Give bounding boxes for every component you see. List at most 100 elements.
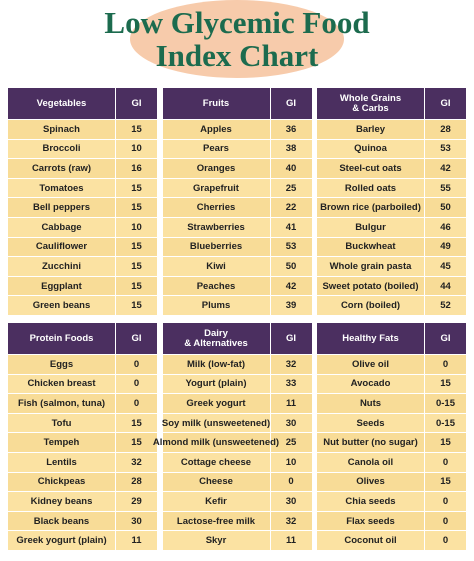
gi-value: 0-15 — [435, 417, 455, 429]
food-name: Kefir — [163, 492, 271, 511]
food-name: Tofu — [8, 413, 116, 433]
gi-value: 0 — [133, 397, 140, 409]
gi-value: 50 — [285, 260, 297, 272]
table-row: Tempeh 15 — [8, 432, 157, 452]
gi-value: 11 — [285, 535, 297, 547]
gi-header: GI — [440, 332, 451, 344]
table-row: Kiwi 50 — [162, 256, 312, 276]
food-name: Eggplant — [8, 276, 116, 296]
food-name: Greek yogurt — [163, 394, 271, 413]
food-name: Lentils — [8, 452, 116, 472]
gi-value: 53 — [440, 143, 451, 155]
table-row: Lentils 32 — [8, 451, 157, 472]
table-header: Healthy Fats GI — [317, 323, 466, 354]
food-table: Whole Grains & Carbs GI Barley 28 Quinoa 53 St… — [317, 88, 466, 315]
table-row: Eggplant 15 — [8, 275, 157, 296]
gi-value: 32 — [285, 515, 297, 527]
food-name: Spinach — [8, 120, 116, 139]
table-row: Milk (low-fat) 32 — [162, 354, 312, 374]
table-row: Coconut oil 0 — [317, 530, 466, 550]
food-name: Lactose-free milk — [163, 511, 271, 531]
table-row: Grapefruit 25 — [162, 177, 312, 198]
food-name: Cherries — [163, 198, 271, 217]
table-body: Eggs 0 Chicken breast 0 Fish (salmon, tuna) 0… — [8, 354, 157, 550]
food-name: Coconut oil — [317, 531, 425, 550]
gi-value: 0 — [288, 476, 294, 488]
gi-value: 15 — [131, 123, 142, 135]
table-header: Fruits GI — [162, 88, 312, 119]
gi-value: 16 — [131, 162, 142, 174]
food-name: Flax seeds — [317, 511, 425, 531]
food-name: Nut butter (no sugar) — [317, 433, 425, 452]
table-row: Barley 28 — [317, 119, 466, 139]
gi-value: 0 — [133, 358, 140, 370]
gi-value: 0 — [442, 495, 449, 507]
gi-value: 30 — [285, 495, 297, 507]
gi-value: 0-15 — [435, 397, 455, 409]
table-row: Peaches 42 — [162, 275, 312, 296]
gi-value: 40 — [285, 162, 297, 174]
gi-value: 15 — [131, 437, 142, 449]
food-name: Carrots (raw) — [8, 159, 116, 178]
table-row: Flax seeds 0 — [317, 510, 466, 531]
food-name: Zucchini — [8, 257, 116, 276]
gi-value: 0 — [133, 378, 140, 390]
table-row: Cottage cheese 10 — [162, 451, 312, 472]
table-header: Vegetables GI — [8, 88, 157, 119]
table-header: Dairy & Alternatives GI — [162, 323, 312, 354]
table-row: Steel-cut oats 42 — [317, 158, 466, 178]
food-name: Kidney beans — [8, 492, 116, 511]
gi-header: GI — [440, 97, 451, 109]
food-name: Fish (salmon, tuna) — [8, 394, 116, 413]
food-name: Sweet potato (boiled) — [317, 276, 425, 296]
gi-value: 44 — [440, 280, 451, 292]
gi-value: 15 — [131, 300, 142, 312]
table-row: Nuts 0-15 — [317, 393, 466, 413]
gi-value: 15 — [131, 202, 142, 214]
food-name: Buckwheat — [317, 237, 425, 257]
food-name: Grapefruit — [163, 178, 271, 198]
table-row: Strawberries 41 — [162, 216, 312, 237]
table-row: Soy milk (unsweetened) 30 — [162, 412, 312, 433]
category-header: Healthy Fats — [317, 323, 425, 354]
food-name: Whole grain pasta — [317, 257, 425, 276]
table-row: Black beans 30 — [8, 510, 157, 531]
food-name: Tempeh — [8, 433, 116, 452]
table-row: Fish (salmon, tuna) 0 — [8, 393, 157, 413]
food-name: Bell peppers — [8, 198, 116, 217]
food-name: Nuts — [317, 394, 425, 413]
food-name: Blueberries — [163, 237, 271, 257]
food-name: Corn (boiled) — [317, 296, 425, 315]
gi-value: 10 — [285, 456, 297, 468]
table-row: Pears 38 — [162, 138, 312, 159]
food-name: Cheese — [163, 472, 271, 492]
table-row: Cauliflower 15 — [8, 236, 157, 257]
gi-value: 30 — [285, 417, 297, 429]
food-name: Tomatoes — [8, 178, 116, 198]
table-body: Olive oil 0 Avocado 15 Nuts 0-15 Seeds 0-15 Nut … — [317, 354, 466, 550]
gi-value: 11 — [131, 535, 142, 547]
food-name: Oranges — [163, 159, 271, 178]
table-row: Olives 15 — [317, 471, 466, 492]
food-name: Steel-cut oats — [317, 159, 425, 178]
table-row: Brown rice (parboiled) 50 — [317, 197, 466, 217]
gi-value: 42 — [285, 280, 297, 292]
gi-value: 52 — [440, 300, 451, 312]
table-header: Whole Grains & Carbs GI — [317, 88, 466, 119]
gi-value: 11 — [285, 397, 297, 409]
table-row: Cherries 22 — [162, 197, 312, 217]
gi-value: 22 — [285, 202, 297, 214]
table-row: Apples 36 — [162, 119, 312, 139]
food-name: Chia seeds — [317, 492, 425, 511]
food-name: Bulgur — [317, 217, 425, 237]
gi-value: 55 — [440, 182, 451, 194]
table-row: Greek yogurt 11 — [162, 393, 312, 413]
gi-value: 32 — [285, 358, 297, 370]
food-name: Greek yogurt (plain) — [8, 531, 116, 550]
table-row: Chia seeds 0 — [317, 491, 466, 511]
gi-value: 10 — [131, 221, 142, 233]
table-row: Cheese 0 — [162, 471, 312, 492]
gi-value: 15 — [131, 241, 142, 253]
food-name: Peaches — [163, 276, 271, 296]
food-name: Cauliflower — [8, 237, 116, 257]
